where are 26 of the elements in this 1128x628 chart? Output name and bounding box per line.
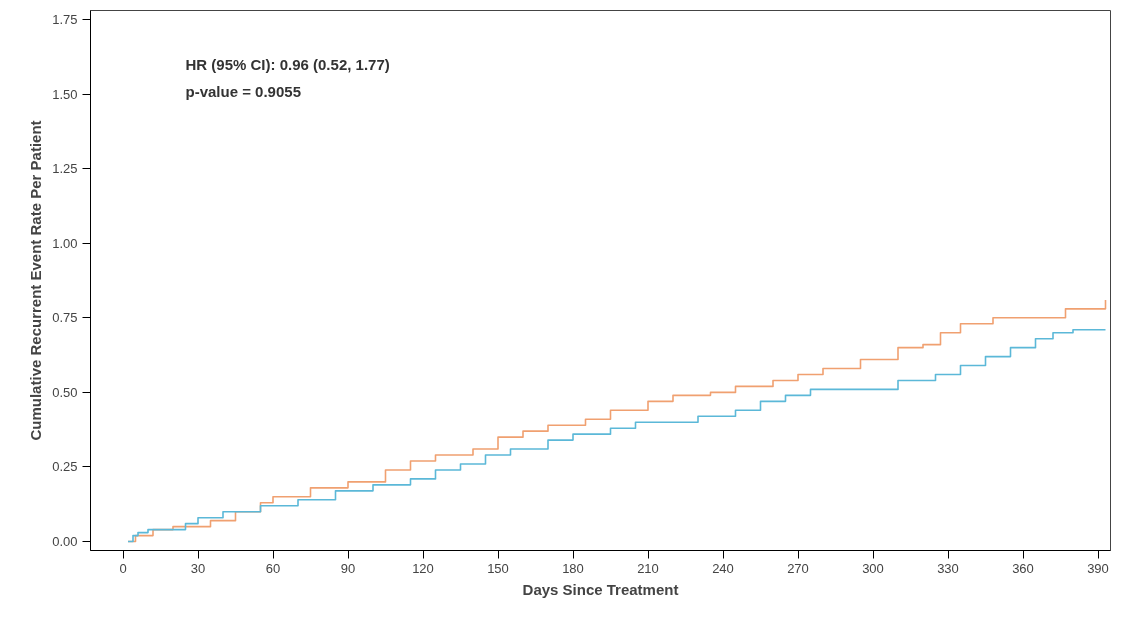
x-tick-label: 270	[787, 560, 809, 576]
x-tick-label: 180	[562, 560, 584, 576]
y-axis-title: Cumulative Recurrent Event Rate Per Patient	[27, 120, 45, 441]
x-tick-label: 30	[190, 560, 206, 576]
x-tick-label: 210	[637, 560, 659, 576]
x-tick-label: 390	[1087, 560, 1109, 576]
annotation: HR (95% CI): 0.96 (0.52, 1.77)	[185, 56, 390, 74]
y-tick-label: 0.00	[52, 534, 78, 550]
x-tick-label: 300	[862, 560, 884, 576]
x-tick-label: 150	[487, 560, 509, 576]
y-tick-label: 0.75	[52, 310, 78, 326]
y-tick-label: 1.50	[52, 86, 78, 102]
y-tick-label: 0.50	[52, 384, 78, 400]
y-tick-label: 1.00	[52, 235, 78, 251]
x-tick-label: 240	[712, 560, 734, 576]
x-tick-label: 330	[937, 560, 959, 576]
y-tick-label: 0.25	[52, 459, 78, 475]
x-tick-label: 120	[412, 560, 434, 576]
annotation: p-value = 0.9055	[185, 83, 301, 100]
y-tick-label: 1.75	[52, 11, 78, 27]
x-tick-label: 60	[265, 560, 281, 576]
y-tick-label: 1.25	[52, 161, 78, 177]
x-axis-title: Days Since Treatment	[522, 580, 679, 598]
x-tick-label: 360	[1012, 560, 1034, 576]
x-tick-label: 0	[119, 560, 127, 576]
x-tick-label: 90	[340, 560, 356, 576]
